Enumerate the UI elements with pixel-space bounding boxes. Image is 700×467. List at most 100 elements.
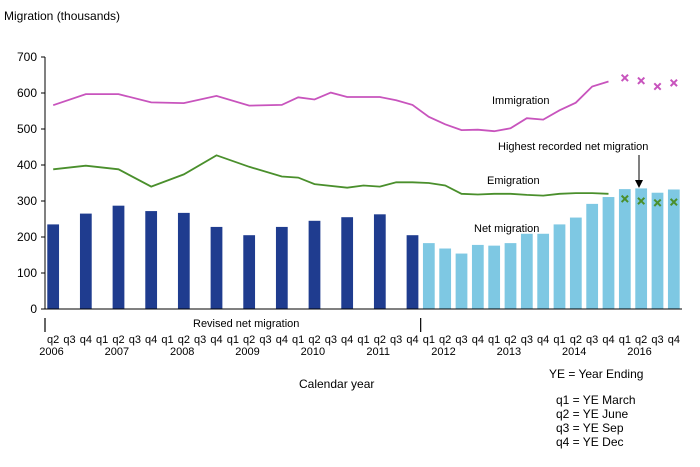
net-migration-bar	[667, 189, 680, 309]
quarter-tick-label: q4	[210, 334, 222, 346]
quarter-tick-label: q3	[63, 334, 75, 346]
quarter-tick-label: q2	[504, 334, 516, 346]
net-migration-bar	[439, 248, 452, 309]
quarter-tick-label: q2	[112, 334, 124, 346]
year-tick-label: 2006	[39, 346, 63, 358]
revised-net-migration-bar	[79, 213, 92, 309]
net-migration-bar	[504, 243, 517, 309]
net-migration-bar	[618, 189, 631, 309]
revised-label: Revised net migration	[193, 318, 299, 330]
quarter-tick-label: q1	[488, 334, 500, 346]
key-title: YE = Year Ending	[549, 367, 643, 381]
quarter-tick-label: q2	[374, 334, 386, 346]
lines-group	[52, 73, 678, 207]
quarter-tick-label: q1	[227, 334, 239, 346]
emigration-latest-marker	[637, 197, 646, 205]
quarter-tick-label: q4	[145, 334, 157, 346]
quarter-tick-label: q3	[586, 334, 598, 346]
net-migration-bar	[520, 233, 533, 309]
immigration-line	[52, 80, 609, 133]
quarter-tick-label: q3	[390, 334, 402, 346]
quarter-tick-label: q1	[423, 334, 435, 346]
quarter-tick-label: q4	[537, 334, 549, 346]
emigration-label: Emigration	[487, 175, 540, 187]
year-tick-label: 2009	[235, 346, 259, 358]
y-tick-label: 200	[17, 230, 37, 244]
quarter-tick-label: q1	[357, 334, 369, 346]
y-tick-label: 0	[30, 302, 37, 316]
emigration-line	[53, 154, 609, 197]
revised-net-migration-bar	[112, 205, 125, 309]
immigration-latest-marker	[669, 79, 678, 87]
quarter-tick-label: q1	[553, 334, 565, 346]
key-line-q1: q1 = YE March	[556, 393, 636, 407]
net-migration-bar	[586, 203, 599, 309]
revised-net-migration-bar	[145, 211, 158, 309]
quarter-tick-label: q2	[439, 334, 451, 346]
y-tick-label: 100	[17, 266, 37, 280]
quarter-tick-label: q4	[472, 334, 484, 346]
year-tick-label: 2014	[562, 346, 586, 358]
key-line-q2: q2 = YE June	[556, 407, 628, 421]
quarter-tick-label: q1	[161, 334, 173, 346]
quarter-tick-label: q2	[243, 334, 255, 346]
revised-net-migration-bar	[373, 214, 386, 309]
net-migration-label: Net migration	[474, 223, 539, 235]
x-axis: q2 q3 q4 q1 q2 q3 q4 q1 q2 q3 q4 q1 q2 q3 q4 q1 q2 q3 q4 q1…	[39, 308, 682, 358]
year-tick-label: 2010	[301, 346, 325, 358]
revised-net-migration-bar	[177, 212, 190, 309]
net-migration-bar	[488, 245, 501, 309]
year-tick-label: 2012	[431, 346, 455, 358]
revised-net-migration-bar	[210, 226, 223, 309]
quarter-tick-label: q1	[292, 334, 304, 346]
quarter-tick-label: q4	[341, 334, 353, 346]
net-migration-bar	[635, 188, 648, 309]
year-tick-label: 2011	[366, 346, 390, 358]
y-tick-label: 400	[17, 158, 37, 172]
year-tick-label: 2013	[497, 346, 521, 358]
revised-net-migration-bar	[275, 226, 288, 309]
revised-net-migration-bar	[341, 217, 354, 309]
y-axis-title: Migration (thousands)	[4, 9, 120, 23]
year-tick-label: 2007	[105, 346, 129, 358]
net-migration-bar	[455, 253, 468, 309]
net-migration-bar	[569, 217, 582, 309]
highest-label: Highest recorded net migration	[498, 141, 648, 153]
quarter-tick-label: q4	[668, 334, 680, 346]
quarter-tick-label: q3	[259, 334, 271, 346]
year-tick-label: 2008	[170, 346, 194, 358]
net-migration-bar	[422, 243, 435, 309]
quarter-tick-label: q2	[635, 334, 647, 346]
quarter-tick-label: q4	[602, 334, 614, 346]
net-migration-bar	[471, 244, 484, 309]
year-tick-label: 2016	[627, 346, 651, 358]
y-tick-label: 600	[17, 86, 37, 100]
x-axis-title: Calendar year	[299, 377, 374, 391]
quarter-tick-label: q1	[619, 334, 631, 346]
quarter-tick-label: q2	[178, 334, 190, 346]
emigration-latest-marker	[669, 198, 678, 206]
quarter-tick-label: q2	[570, 334, 582, 346]
net-migration-bar	[651, 192, 664, 309]
immigration-latest-marker	[637, 76, 646, 85]
y-tick-label: 300	[17, 194, 37, 208]
quarter-tick-label: q3	[194, 334, 206, 346]
quarter-tick-label: q2	[47, 334, 59, 346]
revised-net-migration-bar	[47, 224, 60, 309]
net-migration-bar	[602, 197, 615, 309]
revised-net-migration-bar	[243, 235, 256, 309]
quarter-tick-label: q3	[651, 334, 663, 346]
key-line-q3: q3 = YE Sep	[556, 421, 624, 435]
bars-group	[47, 188, 680, 309]
revised-net-migration-bar	[406, 235, 419, 309]
quarter-tick-label: q4	[276, 334, 288, 346]
quarter-tick-label: q4	[406, 334, 418, 346]
net-migration-bar	[537, 233, 550, 309]
quarter-tick-label: q3	[455, 334, 467, 346]
immigration-latest-marker	[653, 82, 662, 91]
emigration-latest-marker	[653, 198, 662, 207]
immigration-label: Immigration	[492, 95, 549, 107]
y-tick-label: 500	[17, 122, 37, 136]
quarter-tick-label: q3	[521, 334, 533, 346]
